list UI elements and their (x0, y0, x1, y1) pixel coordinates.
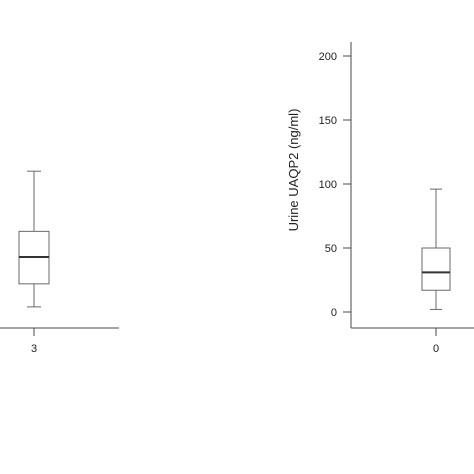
right-panel: 0 50 100 150 200 0 Urine UAQP2 (ng/ml) (286, 42, 474, 355)
right-y-tick-label: 150 (319, 115, 337, 127)
right-y-tick-label: 50 (325, 243, 337, 255)
right-0-x-tick-label: 0 (433, 343, 439, 355)
right-box-group (421, 188, 451, 310)
left-box-group (18, 170, 50, 308)
right-y-tick-label: 200 (319, 51, 337, 63)
left-panel: 3 (0, 170, 119, 355)
right-y-tick-label: 100 (319, 179, 337, 191)
right-y-axis-label: Urine UAQP2 (ng/ml) (286, 109, 301, 232)
right-box-0-iqr-box (421, 247, 451, 291)
left-x-tick-group: 3 (31, 328, 37, 355)
left-0-x-tick-label: 3 (31, 343, 37, 355)
right-y-tick-group: 0 50 100 150 200 (319, 51, 351, 319)
right-x-tick-group: 0 (433, 328, 439, 355)
right-y-tick-label: 0 (331, 307, 337, 319)
